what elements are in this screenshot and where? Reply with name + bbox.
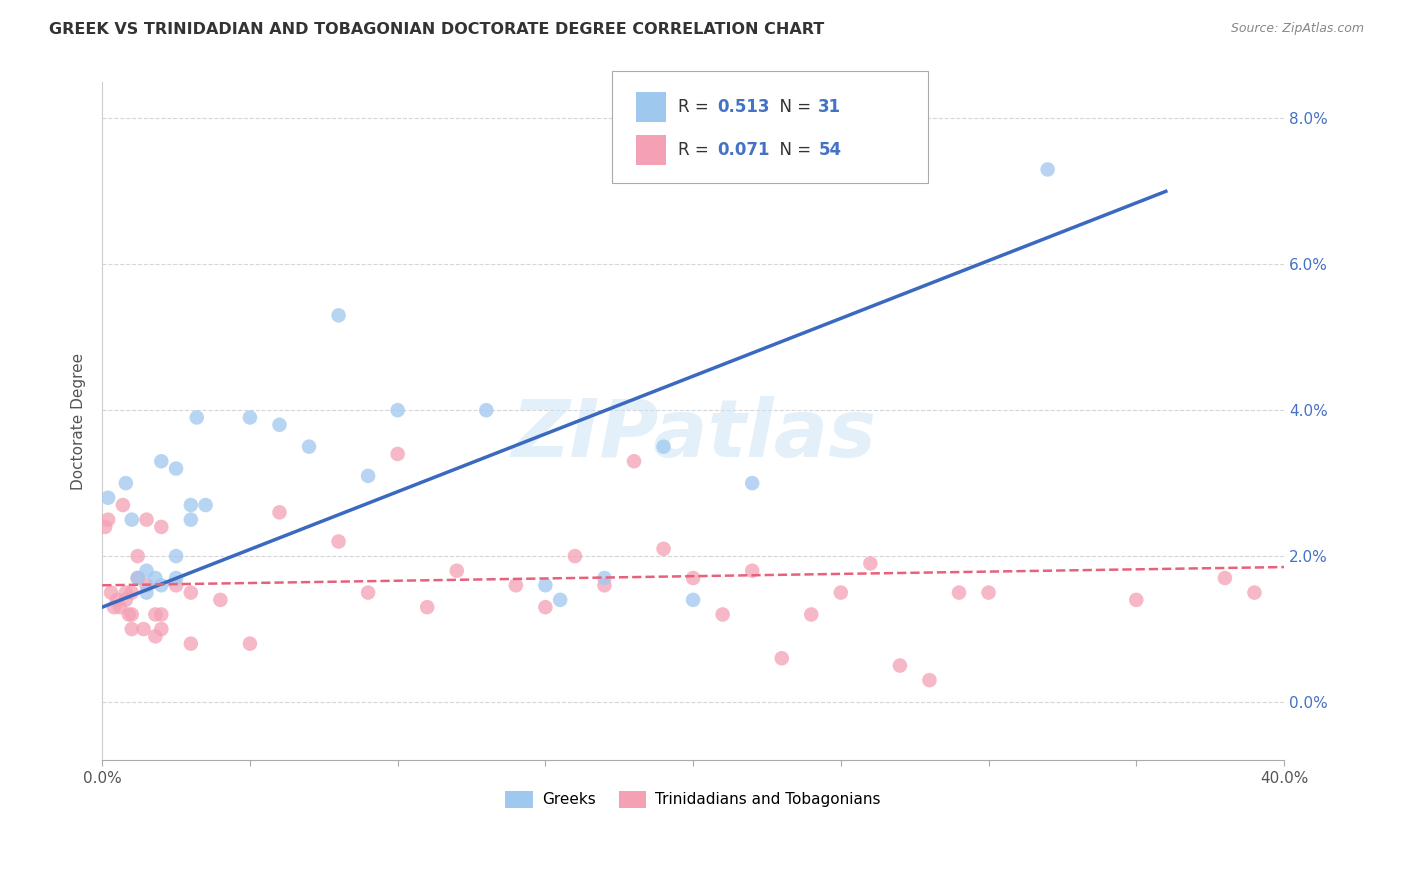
Point: [711, 607, 734, 622]
Point: [145, 607, 167, 622]
Point: [416, 600, 439, 615]
Point: [269, 417, 291, 432]
Point: [239, 637, 262, 651]
Point: [180, 513, 202, 527]
Point: [918, 673, 941, 687]
Point: [534, 578, 557, 592]
Text: 0.513: 0.513: [717, 98, 769, 116]
Point: [145, 571, 167, 585]
Point: [534, 600, 557, 615]
Point: [115, 593, 138, 607]
Point: [800, 607, 823, 622]
Point: [948, 585, 970, 599]
Text: GREEK VS TRINIDADIAN AND TOBAGONIAN DOCTORATE DEGREE CORRELATION CHART: GREEK VS TRINIDADIAN AND TOBAGONIAN DOCT…: [49, 22, 824, 37]
Point: [150, 520, 173, 534]
Point: [239, 410, 262, 425]
Point: [1036, 162, 1059, 177]
Point: [209, 593, 232, 607]
Point: [100, 585, 122, 599]
Point: [446, 564, 468, 578]
Point: [770, 651, 793, 665]
Text: ZIPatlas: ZIPatlas: [510, 396, 876, 474]
Point: [505, 578, 527, 592]
Text: N =: N =: [769, 98, 817, 116]
Text: 0.071: 0.071: [717, 141, 769, 159]
Point: [150, 622, 173, 636]
Point: [165, 571, 187, 585]
Point: [652, 541, 675, 556]
Point: [623, 454, 645, 468]
Point: [328, 309, 350, 323]
Point: [127, 571, 149, 585]
Point: [298, 440, 321, 454]
Point: [118, 607, 141, 622]
Point: [150, 578, 173, 592]
Point: [357, 468, 380, 483]
Point: [97, 491, 120, 505]
Point: [623, 148, 645, 162]
Point: [387, 403, 409, 417]
Point: [108, 600, 131, 615]
Point: [94, 520, 117, 534]
Point: [121, 607, 143, 622]
Legend: Greeks, Trinidadians and Tobagonians: Greeks, Trinidadians and Tobagonians: [499, 785, 887, 814]
Point: [741, 564, 763, 578]
Point: [1125, 593, 1147, 607]
Point: [121, 622, 143, 636]
Point: [135, 585, 157, 599]
Point: [475, 403, 498, 417]
Point: [548, 593, 571, 607]
Point: [135, 578, 157, 592]
Point: [269, 505, 291, 519]
Point: [105, 593, 128, 607]
Point: [859, 557, 882, 571]
Point: [127, 571, 149, 585]
Point: [741, 476, 763, 491]
Point: [127, 549, 149, 563]
Point: [103, 600, 125, 615]
Point: [121, 513, 143, 527]
Point: [145, 629, 167, 643]
Point: [97, 513, 120, 527]
Point: [387, 447, 409, 461]
Point: [135, 564, 157, 578]
Text: R =: R =: [678, 98, 714, 116]
Point: [180, 585, 202, 599]
Point: [180, 498, 202, 512]
Point: [328, 534, 350, 549]
Point: [593, 578, 616, 592]
Text: 31: 31: [818, 98, 841, 116]
Y-axis label: Doctorate Degree: Doctorate Degree: [72, 352, 86, 490]
Text: R =: R =: [678, 141, 714, 159]
Point: [194, 498, 217, 512]
Point: [186, 410, 208, 425]
Point: [165, 549, 187, 563]
Point: [1213, 571, 1236, 585]
Point: [1243, 585, 1265, 599]
Text: 54: 54: [818, 141, 841, 159]
Point: [150, 454, 173, 468]
Text: N =: N =: [769, 141, 817, 159]
Point: [180, 637, 202, 651]
Text: Source: ZipAtlas.com: Source: ZipAtlas.com: [1230, 22, 1364, 36]
Point: [564, 549, 586, 563]
Point: [889, 658, 911, 673]
Point: [977, 585, 1000, 599]
Point: [121, 585, 143, 599]
Point: [652, 440, 675, 454]
Point: [593, 571, 616, 585]
Point: [357, 585, 380, 599]
Point: [150, 607, 173, 622]
Point: [135, 513, 157, 527]
Point: [682, 593, 704, 607]
Point: [115, 585, 138, 599]
Point: [682, 571, 704, 585]
Point: [165, 461, 187, 475]
Point: [132, 622, 155, 636]
Point: [111, 498, 134, 512]
Point: [830, 585, 852, 599]
Point: [115, 476, 138, 491]
Point: [165, 578, 187, 592]
